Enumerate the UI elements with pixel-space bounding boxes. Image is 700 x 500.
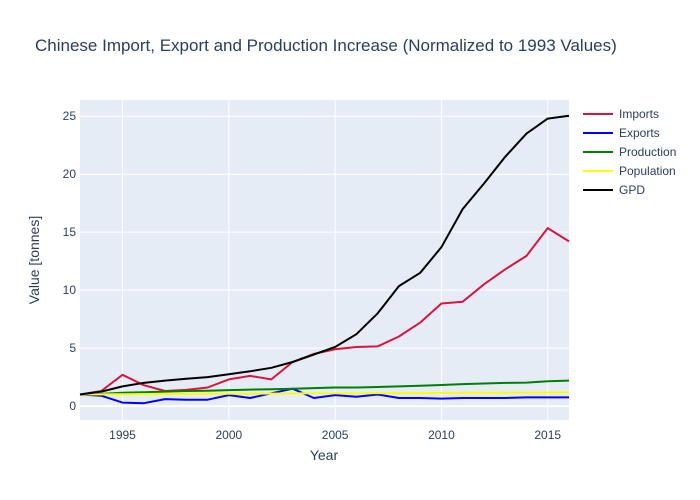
y-tick-label: 25: [63, 109, 77, 123]
x-tick-label: 2005: [322, 428, 349, 442]
x-axis-ticks: 1995 2000 2005 2010 2015: [109, 428, 561, 442]
legend-label: Population: [619, 164, 676, 178]
series-line-production: [79, 379, 570, 396]
x-axis-title: Year: [310, 447, 339, 463]
chart-title: Chinese Import, Export and Production In…: [35, 36, 617, 55]
legend-item-production[interactable]: Production: [583, 145, 676, 159]
y-axis-title: Value [tonnes]: [26, 216, 42, 304]
legend[interactable]: Imports Exports Production Population GPD: [583, 107, 676, 197]
x-tick-label: 1995: [109, 428, 136, 442]
grid-lines: [80, 100, 569, 420]
legend-label: Imports: [619, 107, 659, 121]
y-tick-label: 10: [63, 283, 77, 297]
legend-label: Production: [619, 145, 676, 159]
y-tick-label: 15: [63, 225, 77, 239]
y-tick-label: 5: [69, 341, 76, 355]
series-line-population: [79, 391, 570, 396]
legend-label: Exports: [619, 126, 660, 140]
plot-area: [80, 100, 569, 420]
legend-label: GPD: [619, 183, 645, 197]
series-line-gpd: [79, 114, 570, 396]
x-tick-label: 2000: [215, 428, 242, 442]
x-tick-label: 2015: [534, 428, 561, 442]
legend-item-exports[interactable]: Exports: [583, 126, 660, 140]
legend-item-imports[interactable]: Imports: [583, 107, 659, 121]
y-tick-label: 20: [63, 167, 77, 181]
y-axis-ticks: 0 5 10 15 20 25: [63, 109, 77, 413]
legend-item-gpd[interactable]: GPD: [583, 183, 645, 197]
x-tick-label: 2010: [428, 428, 455, 442]
y-tick-label: 0: [69, 399, 76, 413]
series-lines: [79, 114, 570, 405]
series-line-exports: [79, 387, 569, 405]
legend-item-population[interactable]: Population: [583, 164, 676, 178]
